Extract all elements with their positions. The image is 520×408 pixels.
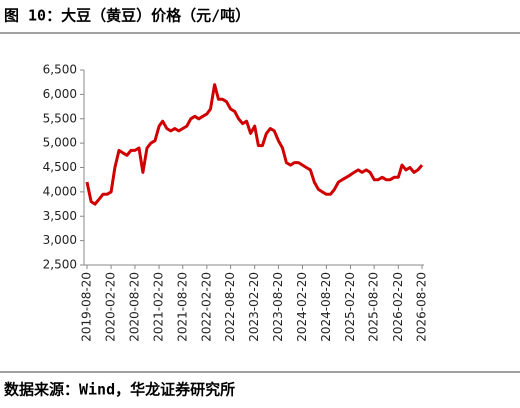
x-tick-label: 2019-08-20 — [80, 272, 94, 342]
y-tick-label: 4,000 — [43, 184, 77, 198]
x-tick-label: 2020-02-20 — [104, 272, 118, 342]
x-tick-label: 2023-08-20 — [271, 272, 285, 342]
price-line — [85, 83, 424, 206]
y-tick-label: 3,500 — [43, 209, 77, 223]
x-tick-label: 2026-08-20 — [415, 272, 429, 342]
x-tick-label: 2022-08-20 — [223, 272, 237, 342]
x-tick-label: 2024-02-20 — [295, 272, 309, 342]
chart-title: 图 10：大豆（黄豆）价格（元/吨） — [4, 7, 250, 25]
x-tick-label: 2021-02-20 — [152, 272, 166, 342]
y-tick-label: 3,000 — [43, 233, 77, 247]
y-tick-label: 6,000 — [43, 87, 77, 101]
x-tick-label: 2025-02-20 — [343, 272, 357, 342]
y-tick-label: 6,500 — [43, 63, 77, 77]
y-tick-label: 5,500 — [43, 111, 77, 125]
y-tick-label: 5,000 — [43, 136, 77, 150]
x-tick-label: 2021-08-20 — [175, 272, 189, 342]
y-tick-label: 2,500 — [43, 258, 77, 272]
y-tick-label: 4,500 — [43, 160, 77, 174]
x-tick-label: 2025-08-20 — [367, 272, 381, 342]
x-tick-label: 2022-02-20 — [199, 272, 213, 342]
x-tick-label: 2023-02-20 — [247, 272, 261, 342]
x-tick-label: 2026-02-20 — [391, 272, 405, 342]
x-tick-label: 2020-08-20 — [127, 272, 141, 342]
x-tick-label: 2024-08-20 — [319, 272, 333, 342]
source-note: 数据来源：Wind，华龙证券研究所 — [4, 381, 235, 399]
